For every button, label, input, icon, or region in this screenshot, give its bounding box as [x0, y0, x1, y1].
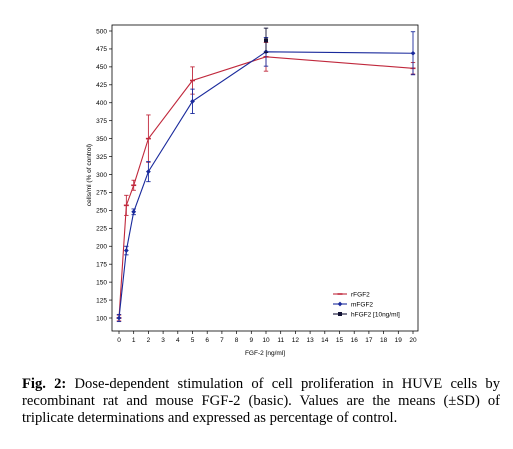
- data-point: [131, 209, 137, 215]
- y-tick-label: 100: [96, 315, 107, 322]
- legend-marker: [337, 301, 343, 307]
- chart-legend: rFGF2 mFGF2 hFGF2 [10ng/ml]: [333, 291, 400, 318]
- data-point: [116, 315, 122, 321]
- series-mfgf2: [116, 31, 416, 323]
- x-tick-label: 16: [351, 337, 359, 344]
- y-tick-label: 375: [96, 118, 107, 125]
- x-tick-label: 10: [262, 337, 270, 344]
- series-line-rfgf2: [118, 56, 414, 319]
- x-tick-label: 6: [205, 337, 209, 344]
- data-point: [264, 38, 268, 43]
- y-axis-label: cells/ml (% of control): [86, 144, 93, 206]
- x-tick-label: 14: [321, 337, 329, 344]
- y-tick-label: 275: [96, 190, 107, 197]
- figure-caption-label: Fig. 2:: [22, 376, 67, 392]
- x-tick-label: 2: [147, 337, 151, 344]
- x-tick-label: 12: [292, 337, 300, 344]
- x-tick-label: 20: [409, 337, 417, 344]
- y-tick-label: 300: [96, 172, 107, 179]
- data-point: [410, 50, 416, 56]
- y-tick-label: 250: [96, 208, 107, 215]
- series-hfgf2-10ng-ml: [263, 27, 269, 53]
- chart: 1001251501752002252502753003253503754004…: [86, 24, 419, 357]
- y-tick-label: 400: [96, 100, 107, 107]
- x-tick-label: 18: [380, 337, 388, 344]
- plot-frame: [111, 24, 419, 332]
- x-tick-label: 5: [191, 337, 195, 344]
- legend-entry: rFGF2: [351, 291, 370, 298]
- y-tick-label: 425: [96, 82, 107, 89]
- y-tick-label: 150: [96, 279, 107, 286]
- data-point: [190, 98, 195, 104]
- y-tick-label: 200: [96, 244, 107, 251]
- x-tick-label: 7: [220, 337, 224, 344]
- x-tick-label: 0: [117, 337, 121, 344]
- y-tick-label: 500: [96, 28, 107, 35]
- x-tick-label: 15: [336, 337, 344, 344]
- series-rfgf2: [116, 42, 416, 322]
- x-tick-label: 9: [249, 337, 253, 344]
- chart-axes: 1001251501752002252502753003253503754004…: [96, 24, 419, 344]
- x-tick-label: 8: [235, 337, 239, 344]
- figure-caption-text: Dose-dependent stimulation of cell proli…: [22, 376, 500, 426]
- x-tick-label: 1: [132, 337, 136, 344]
- data-point: [123, 248, 129, 253]
- x-tick-label: 13: [306, 337, 314, 344]
- x-tick-label: 4: [176, 337, 180, 344]
- y-tick-label: 350: [96, 136, 107, 143]
- legend-entry: hFGF2 [10ng/ml]: [351, 311, 400, 318]
- series-line-mfgf2: [118, 51, 414, 319]
- x-tick-label: 11: [277, 337, 284, 344]
- data-point: [146, 169, 151, 175]
- x-tick-label: 19: [395, 337, 403, 344]
- legend-marker: [338, 312, 342, 316]
- chart-marks: [116, 27, 416, 323]
- figure-caption: Fig. 2: Dose-dependent stimulation of ce…: [22, 376, 500, 427]
- y-tick-label: 175: [96, 261, 107, 268]
- y-tick-label: 325: [96, 154, 107, 161]
- x-tick-label: 3: [161, 337, 165, 344]
- y-tick-label: 125: [96, 297, 107, 304]
- x-tick-label: 17: [365, 337, 373, 344]
- legend-entry: mFGF2: [351, 301, 373, 308]
- x-axis-label: FGF-2 [ng/ml]: [245, 350, 285, 357]
- y-tick-label: 225: [96, 226, 107, 233]
- y-tick-label: 450: [96, 64, 107, 71]
- y-tick-label: 475: [96, 46, 107, 53]
